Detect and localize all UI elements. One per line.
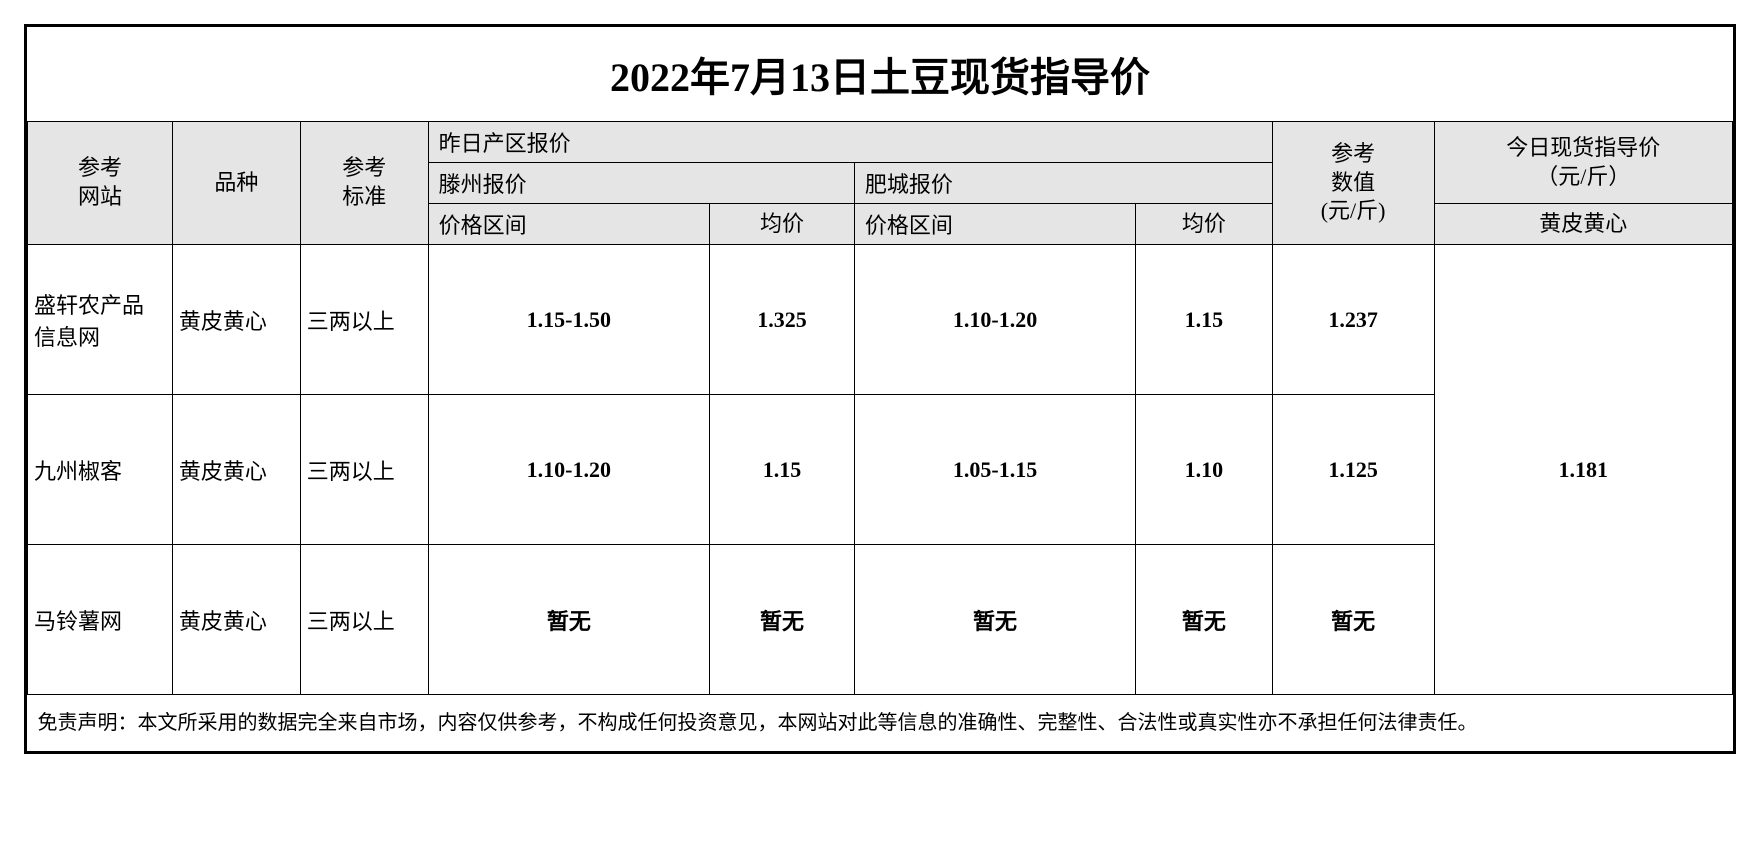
cell-ref: 1.125: [1272, 395, 1434, 545]
cell-site: 马铃薯网: [28, 545, 173, 695]
hdr-tz-range: 价格区间: [428, 204, 709, 245]
cell-tz-range: 暂无: [428, 545, 709, 695]
cell-tz-range: 1.10-1.20: [428, 395, 709, 545]
price-table: 2022年7月13日土豆现货指导价 参考网站 品种 参考标准 昨日产区报价 参考…: [27, 27, 1733, 751]
hdr-feicheng: 肥城报价: [854, 163, 1272, 204]
title-row: 2022年7月13日土豆现货指导价: [28, 27, 1733, 122]
cell-tz-range: 1.15-1.50: [428, 245, 709, 395]
header-row-1: 参考网站 品种 参考标准 昨日产区报价 参考数值(元/斤) 今日现货指导价（元/…: [28, 122, 1733, 163]
cell-standard: 三两以上: [300, 395, 428, 545]
hdr-ref-value: 参考数值(元/斤): [1272, 122, 1434, 245]
hdr-tengzhou: 滕州报价: [428, 163, 854, 204]
disclaimer-text: 免责声明：本文所采用的数据完全来自市场，内容仅供参考，不构成任何投资意见，本网站…: [28, 695, 1733, 752]
price-table-container: 2022年7月13日土豆现货指导价 参考网站 品种 参考标准 昨日产区报价 参考…: [24, 24, 1736, 754]
hdr-guide-sub: 黄皮黄心: [1434, 204, 1732, 245]
cell-variety: 黄皮黄心: [172, 245, 300, 395]
hdr-fc-range: 价格区间: [854, 204, 1135, 245]
hdr-fc-avg: 均价: [1136, 204, 1272, 245]
cell-standard: 三两以上: [300, 545, 428, 695]
cell-tz-avg: 暂无: [709, 545, 854, 695]
hdr-guide-price: 今日现货指导价（元/斤）: [1434, 122, 1732, 204]
table-title: 2022年7月13日土豆现货指导价: [28, 27, 1733, 122]
disclaimer-row: 免责声明：本文所采用的数据完全来自市场，内容仅供参考，不构成任何投资意见，本网站…: [28, 695, 1733, 752]
cell-fc-avg: 暂无: [1136, 545, 1272, 695]
cell-ref: 1.237: [1272, 245, 1434, 395]
cell-fc-avg: 1.10: [1136, 395, 1272, 545]
cell-tz-avg: 1.325: [709, 245, 854, 395]
cell-variety: 黄皮黄心: [172, 395, 300, 545]
cell-fc-range: 1.05-1.15: [854, 395, 1135, 545]
cell-site: 盛轩农产品信息网: [28, 245, 173, 395]
cell-standard: 三两以上: [300, 245, 428, 395]
cell-guide-value: 1.181: [1434, 245, 1732, 695]
table-row: 盛轩农产品信息网 黄皮黄心 三两以上 1.15-1.50 1.325 1.10-…: [28, 245, 1733, 395]
hdr-site: 参考网站: [28, 122, 173, 245]
cell-fc-range: 暂无: [854, 545, 1135, 695]
cell-fc-avg: 1.15: [1136, 245, 1272, 395]
cell-ref: 暂无: [1272, 545, 1434, 695]
cell-tz-avg: 1.15: [709, 395, 854, 545]
hdr-yesterday-quote: 昨日产区报价: [428, 122, 1272, 163]
hdr-tz-avg: 均价: [709, 204, 854, 245]
cell-site: 九州椒客: [28, 395, 173, 545]
cell-fc-range: 1.10-1.20: [854, 245, 1135, 395]
cell-variety: 黄皮黄心: [172, 545, 300, 695]
hdr-standard: 参考标准: [300, 122, 428, 245]
hdr-variety: 品种: [172, 122, 300, 245]
